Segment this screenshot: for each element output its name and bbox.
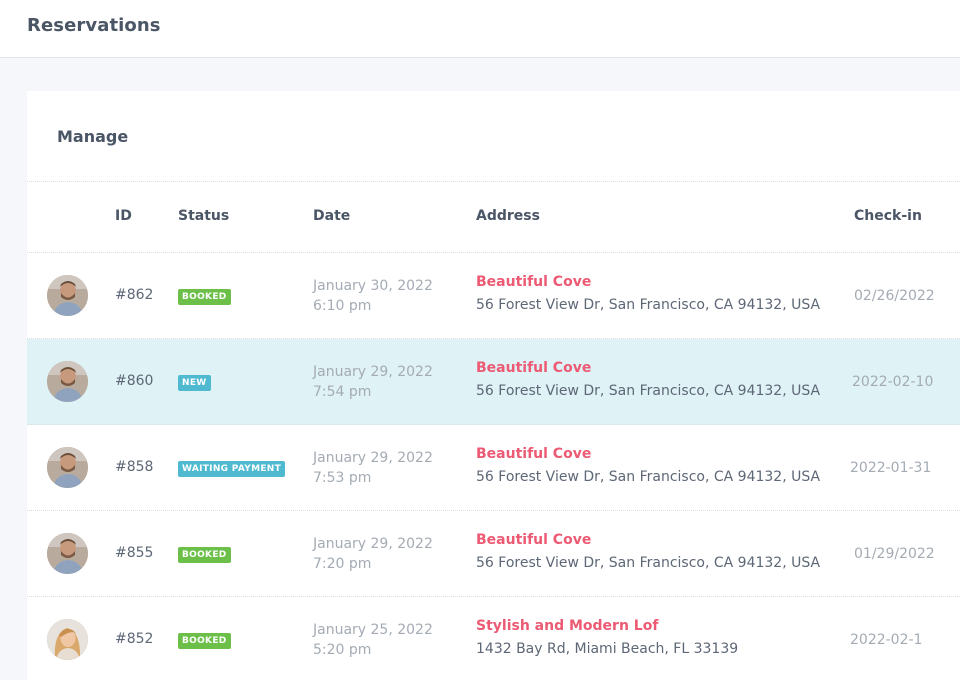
user-avatar[interactable] — [47, 447, 88, 488]
checkin-date: 2022-01-31 — [850, 460, 932, 476]
reservation-time: 6:10 pm — [313, 298, 372, 314]
page-title: Reservations — [27, 15, 161, 36]
reservation-id: #860 — [115, 373, 154, 389]
reservation-date: January 29, 2022 — [313, 364, 433, 380]
status-badge: BOOKED — [178, 289, 231, 305]
column-header-checkin[interactable]: Check-in — [854, 208, 922, 224]
property-address: 56 Forest View Dr, San Francisco, CA 941… — [476, 297, 821, 313]
status-badge: BOOKED — [178, 633, 231, 649]
table-row[interactable]: #860 NEW January 29, 2022 7:54 pm Beauti… — [27, 339, 960, 425]
header-divider-bottom — [27, 252, 960, 253]
row-divider — [27, 338, 960, 339]
checkin-date: 2022-02-10 — [852, 374, 934, 390]
checkin-date: 01/29/2022 — [854, 546, 935, 562]
property-address: 1432 Bay Rd, Miami Beach, FL 33139 — [476, 641, 739, 657]
column-header-date[interactable]: Date — [313, 208, 351, 224]
property-address: 56 Forest View Dr, San Francisco, CA 941… — [476, 383, 821, 399]
checkin-date: 02/26/2022 — [854, 288, 935, 304]
property-name-link[interactable]: Beautiful Cove — [476, 532, 592, 548]
table-row[interactable]: #858 WAITING PAYMENT January 29, 2022 7:… — [27, 425, 960, 511]
user-avatar[interactable] — [47, 361, 88, 402]
property-name-link[interactable]: Beautiful Cove — [476, 446, 592, 462]
user-avatar[interactable] — [47, 275, 88, 316]
row-divider — [27, 510, 960, 511]
user-avatar[interactable] — [47, 533, 88, 574]
reservation-date: January 25, 2022 — [313, 622, 433, 638]
user-avatar[interactable] — [47, 619, 88, 660]
table-row[interactable]: #852 BOOKED January 25, 2022 5:20 pm Sty… — [27, 597, 960, 680]
table-row[interactable]: #855 BOOKED January 29, 2022 7:20 pm Bea… — [27, 511, 960, 597]
reservation-id: #858 — [115, 459, 154, 475]
property-name-link[interactable]: Beautiful Cove — [476, 360, 592, 376]
property-address: 56 Forest View Dr, San Francisco, CA 941… — [476, 469, 821, 485]
row-divider — [27, 424, 960, 425]
top-bar: Reservations — [0, 0, 960, 58]
status-badge: NEW — [178, 375, 211, 391]
card-title: Manage — [57, 127, 129, 146]
reservation-time: 7:54 pm — [313, 384, 372, 400]
property-address: 56 Forest View Dr, San Francisco, CA 941… — [476, 555, 821, 571]
table-row[interactable]: #862 BOOKED January 30, 2022 6:10 pm Bea… — [27, 253, 960, 339]
reservations-card: Manage ID Status Date Address Check-in #… — [27, 91, 960, 680]
reservation-id: #855 — [115, 545, 154, 561]
status-badge: WAITING PAYMENT — [178, 461, 286, 477]
reservation-time: 5:20 pm — [313, 642, 372, 658]
row-divider — [27, 596, 960, 597]
status-badge: BOOKED — [178, 547, 231, 563]
reservation-time: 7:20 pm — [313, 556, 372, 572]
reservation-date: January 29, 2022 — [313, 536, 433, 552]
checkin-date: 2022-02-1 — [850, 632, 923, 648]
reservation-date: January 30, 2022 — [313, 278, 433, 294]
header-divider-top — [27, 181, 960, 182]
column-header-status[interactable]: Status — [178, 208, 230, 224]
property-name-link[interactable]: Stylish and Modern Lof — [476, 618, 659, 634]
reservation-time: 7:53 pm — [313, 470, 372, 486]
column-header-address[interactable]: Address — [476, 208, 540, 224]
property-name-link[interactable]: Beautiful Cove — [476, 274, 592, 290]
reservation-date: January 29, 2022 — [313, 450, 433, 466]
column-header-id[interactable]: ID — [115, 208, 132, 224]
reservation-id: #852 — [115, 631, 154, 647]
reservation-id: #862 — [115, 287, 154, 303]
